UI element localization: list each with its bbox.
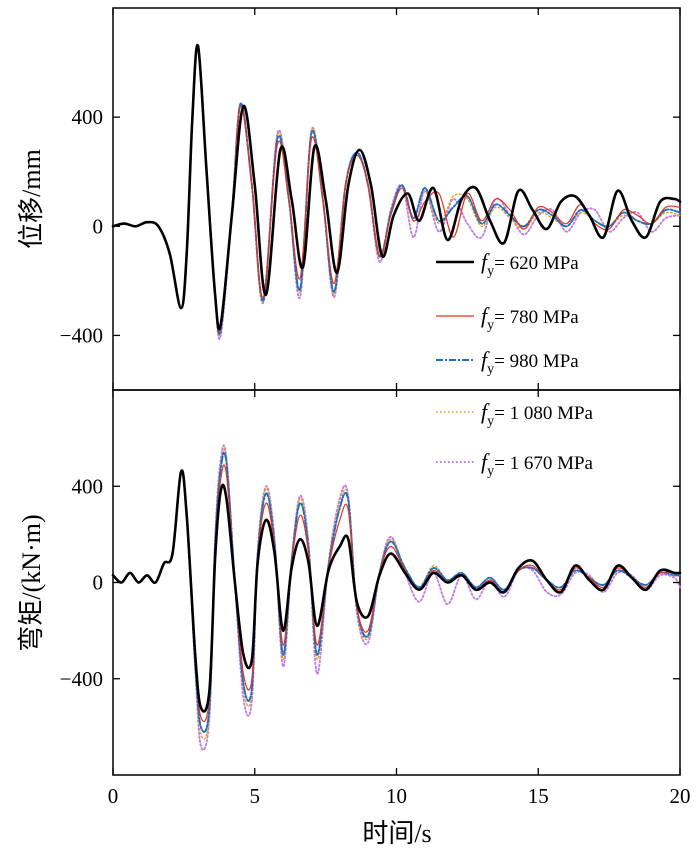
xtick-label: 15: [528, 784, 549, 808]
top-ytick-label: −400: [60, 323, 103, 347]
legend-label-0: fy= 620 MPa: [481, 249, 579, 279]
xtick-label: 20: [670, 784, 691, 808]
xtick-label: 0: [108, 784, 119, 808]
legend-label-2: fy= 980 MPa: [481, 347, 579, 377]
xtick-label: 5: [250, 784, 261, 808]
legend: fy= 620 MPa fy= 780 MPa fy= 980 MPa fy= 1 0…: [436, 249, 594, 479]
xtick-label: 10: [386, 784, 407, 808]
top-panel-series: [111, 43, 682, 341]
legend-label-3: fy= 1 080 MPa: [481, 399, 594, 429]
top-ytick-label: 0: [93, 214, 104, 238]
axis-ticks: −400 0 400 −400 0 400 0 5 10 15 20: [60, 8, 691, 808]
legend-label-1: fy= 780 MPa: [481, 303, 579, 333]
legend-label-4: fy= 1 670 MPa: [481, 449, 594, 479]
bottom-ylabel: 弯矩/(kN·m): [17, 514, 46, 651]
bottom-series-line-0: [111, 469, 682, 713]
bottom-ytick-label: −400: [60, 667, 103, 691]
top-series-line-0: [111, 43, 682, 331]
top-ytick-label: 400: [72, 105, 104, 129]
top-ylabel: 位移/mm: [17, 149, 46, 249]
bottom-panel-series: [111, 444, 682, 751]
bottom-ytick-label: 400: [72, 474, 104, 498]
x-axis-label: 时间/s: [362, 819, 431, 848]
top-series-line-1: [112, 44, 681, 333]
bottom-ytick-label: 0: [93, 571, 104, 595]
